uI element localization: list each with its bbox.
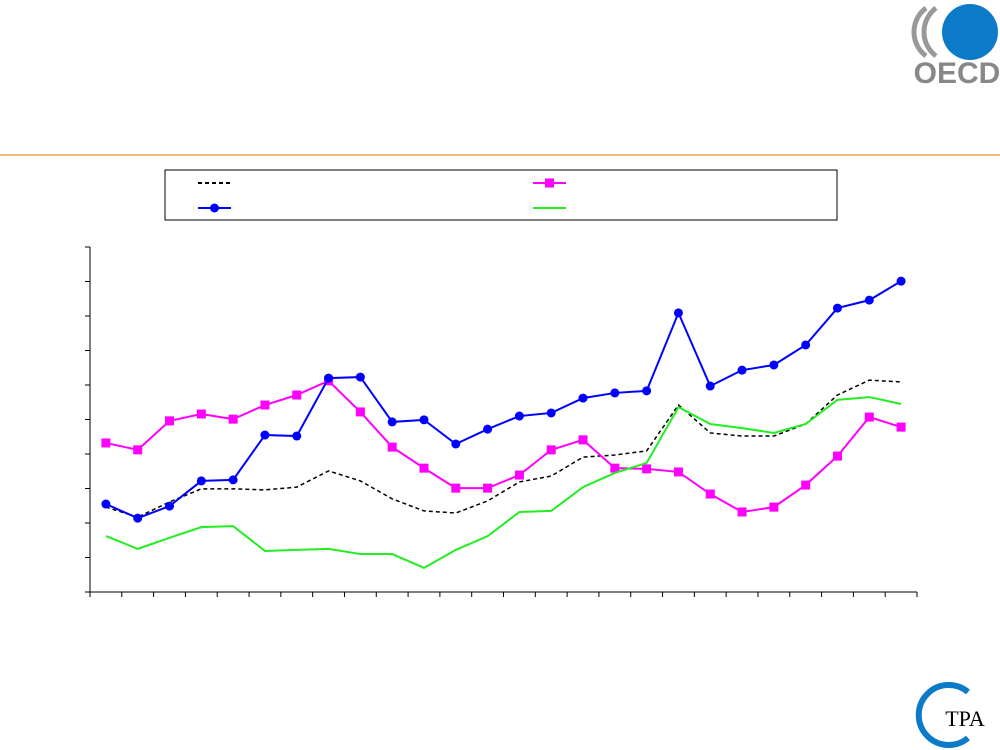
legend	[164, 169, 838, 221]
data-point	[387, 417, 397, 427]
data-point	[133, 445, 143, 455]
series-line	[105, 396, 902, 569]
data-point	[101, 499, 111, 509]
data-point	[101, 438, 111, 448]
legend-marker	[545, 178, 554, 188]
logo-arc	[921, 6, 938, 58]
data-point	[324, 373, 334, 383]
data-point	[864, 295, 874, 305]
data-point	[228, 414, 238, 424]
data-point	[610, 463, 620, 473]
data-point	[896, 422, 906, 432]
data-point	[832, 451, 842, 461]
logo-circle	[942, 4, 998, 60]
data-point	[355, 372, 365, 382]
data-point	[896, 276, 906, 286]
data-point	[832, 303, 842, 313]
data-point	[705, 489, 715, 499]
data-point	[578, 393, 588, 403]
data-point	[483, 424, 493, 434]
data-point	[514, 411, 524, 421]
data-point	[260, 430, 270, 440]
logo-text: OECD	[914, 57, 1000, 90]
data-point	[451, 483, 461, 493]
series-line	[105, 379, 902, 514]
oecd-logo: OECD	[911, 4, 1000, 90]
data-point	[165, 416, 175, 426]
data-point	[610, 388, 620, 398]
data-point	[546, 408, 556, 418]
data-point	[292, 431, 302, 441]
data-point	[483, 483, 493, 493]
data-point	[801, 340, 811, 350]
data-point	[769, 360, 779, 370]
data-point	[642, 464, 652, 474]
data-point	[673, 467, 683, 477]
data-point	[801, 480, 811, 490]
data-point	[419, 415, 429, 425]
data-point	[546, 445, 556, 455]
data-point	[578, 435, 588, 445]
legend-marker	[210, 203, 219, 213]
data-point	[387, 442, 397, 452]
series-line	[105, 379, 902, 518]
data-point	[165, 501, 175, 511]
data-point	[196, 476, 206, 486]
data-point	[419, 463, 429, 473]
tpa-logo: TPA	[915, 682, 985, 748]
data-point	[737, 365, 747, 375]
logo-arc	[911, 6, 928, 58]
data-point	[514, 470, 524, 480]
data-point	[260, 400, 270, 410]
data-point	[737, 507, 747, 517]
data-point	[451, 439, 461, 449]
logo-arc	[915, 682, 970, 748]
data-point	[292, 390, 302, 400]
data-point	[864, 412, 874, 422]
logo-text: TPA	[945, 706, 985, 731]
data-point	[642, 386, 652, 396]
data-point	[673, 308, 683, 318]
data-point	[196, 409, 206, 419]
series-line	[105, 280, 902, 520]
data-point	[228, 475, 238, 485]
data-point	[133, 513, 143, 523]
data-point	[705, 381, 715, 391]
data-point	[355, 407, 365, 417]
data-point	[769, 502, 779, 512]
